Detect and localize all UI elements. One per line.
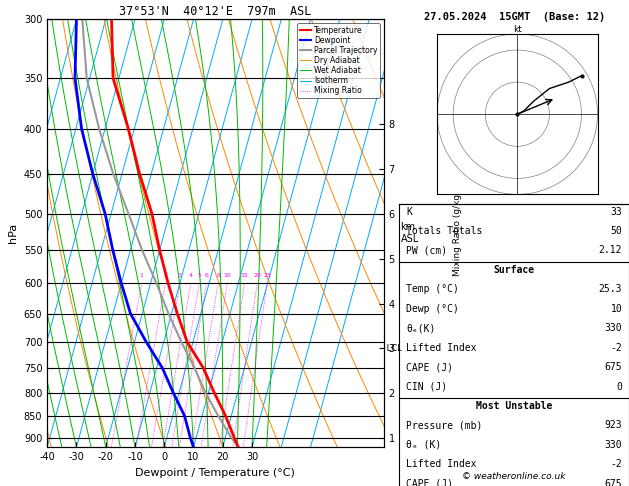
Text: 330: 330 [604, 440, 622, 450]
Text: θₑ(K): θₑ(K) [406, 323, 436, 333]
Text: -2: -2 [610, 459, 622, 469]
Text: 15: 15 [241, 273, 248, 278]
Text: K: K [406, 207, 412, 217]
Text: 4: 4 [189, 273, 192, 278]
Text: CAPE (J): CAPE (J) [406, 479, 454, 486]
Title: kt: kt [513, 25, 522, 34]
Text: © weatheronline.co.uk: © weatheronline.co.uk [462, 472, 566, 481]
Text: Lifted Index: Lifted Index [406, 459, 477, 469]
Text: CIN (J): CIN (J) [406, 382, 447, 392]
Text: PW (cm): PW (cm) [406, 245, 447, 256]
Text: -2: -2 [610, 343, 622, 353]
Text: 25.3: 25.3 [599, 284, 622, 295]
Text: 1: 1 [140, 273, 143, 278]
Text: 0: 0 [616, 382, 622, 392]
Text: 20: 20 [253, 273, 261, 278]
Text: Surface: Surface [494, 265, 535, 275]
Text: Lifted Index: Lifted Index [406, 343, 477, 353]
Text: 2.12: 2.12 [599, 245, 622, 256]
X-axis label: Dewpoint / Temperature (°C): Dewpoint / Temperature (°C) [135, 468, 296, 478]
Text: 675: 675 [604, 479, 622, 486]
Text: θₑ (K): θₑ (K) [406, 440, 442, 450]
Text: 2: 2 [164, 273, 167, 278]
Text: Most Unstable: Most Unstable [476, 401, 552, 411]
Text: 8: 8 [216, 273, 220, 278]
Text: 10: 10 [610, 304, 622, 314]
Text: km
ASL: km ASL [401, 223, 419, 244]
Y-axis label: hPa: hPa [8, 223, 18, 243]
Text: 330: 330 [604, 323, 622, 333]
Text: Totals Totals: Totals Totals [406, 226, 482, 236]
Text: 50: 50 [610, 226, 622, 236]
Text: 923: 923 [604, 420, 622, 431]
Text: 25: 25 [264, 273, 271, 278]
Text: 6: 6 [204, 273, 208, 278]
Title: 37°53'N  40°12'E  797m  ASL: 37°53'N 40°12'E 797m ASL [120, 5, 311, 18]
Text: 27.05.2024  15GMT  (Base: 12): 27.05.2024 15GMT (Base: 12) [423, 12, 605, 22]
Legend: Temperature, Dewpoint, Parcel Trajectory, Dry Adiabat, Wet Adiabat, Isotherm, Mi: Temperature, Dewpoint, Parcel Trajectory… [298, 23, 380, 98]
Text: 675: 675 [604, 362, 622, 372]
Text: Temp (°C): Temp (°C) [406, 284, 459, 295]
Text: 3: 3 [178, 273, 182, 278]
Text: 10: 10 [223, 273, 231, 278]
Text: Dewp (°C): Dewp (°C) [406, 304, 459, 314]
Text: 33: 33 [610, 207, 622, 217]
Text: Pressure (mb): Pressure (mb) [406, 420, 482, 431]
Text: 5: 5 [198, 273, 201, 278]
Text: LCL: LCL [384, 344, 401, 353]
Text: CAPE (J): CAPE (J) [406, 362, 454, 372]
Text: Mixing Ratio (g/kg): Mixing Ratio (g/kg) [454, 191, 462, 276]
